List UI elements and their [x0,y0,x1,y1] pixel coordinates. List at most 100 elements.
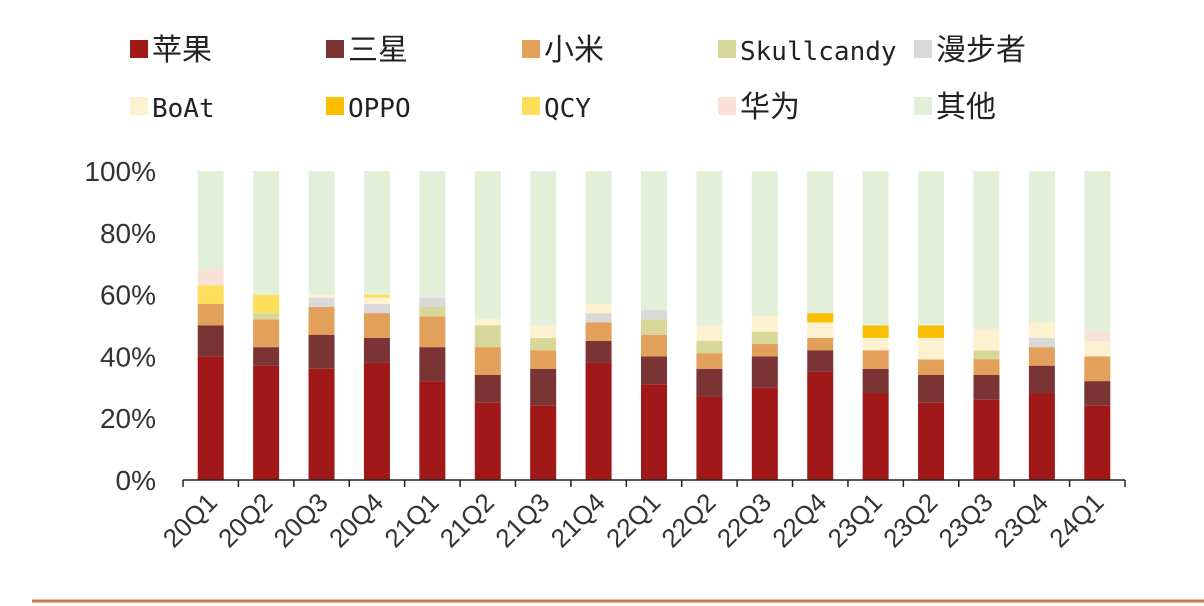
bar-其他-23q1 [862,171,889,326]
bar-oppo-22q4 [807,313,834,323]
bar-其他-24q1 [1084,171,1111,332]
bar-boat-24q1 [1084,340,1111,357]
bar-skullcandy-21q1 [419,306,446,317]
legend-label: OPPO [348,94,411,124]
bar-苹果-22q1 [641,384,667,480]
bar-stack-22q3 [751,171,778,480]
bar-boat-21q2 [474,319,501,326]
bar-三星-22q3 [751,356,778,388]
legend-swatch [130,40,148,58]
bar-小米-21q2 [474,347,501,375]
bar-boat-20q4 [363,297,390,304]
bar-漫步者-21q1 [419,297,446,307]
bar-其他-20q1 [197,171,224,270]
bar-boat-22q4 [807,322,834,338]
legend-swatch [718,97,736,115]
legend-item-漫步者: 漫步者 [914,33,1026,68]
bar-小米-23q3 [973,359,1000,375]
bar-苹果-23q3 [973,399,1000,480]
bar-苹果-20q4 [363,362,390,480]
bar-stack-24q1 [1084,171,1111,480]
bar-苹果-23q1 [862,393,889,480]
bar-stack-23q1 [862,171,889,480]
bar-stack-21q2 [474,171,501,480]
bar-stack-20q3 [308,171,335,480]
bar-三星-21q2 [474,374,501,403]
bar-qcy-20q1 [197,285,224,304]
x-tick-label: 23Q4 [988,487,1054,553]
legend-label: 三星 [348,33,408,68]
bar-其他-21q3 [530,171,557,326]
bar-小米-23q4 [1028,347,1055,366]
bar-小米-20q1 [197,303,224,326]
bar-三星-23q3 [973,374,1000,400]
bar-小米-24q1 [1084,356,1111,382]
bar-stack-21q1 [419,171,446,480]
bar-三星-20q4 [363,337,390,363]
bar-stack-23q4 [1028,171,1055,480]
bar-小米-21q4 [585,322,612,341]
legend-item-boat: BoAt [130,94,215,124]
x-tick-label: 23Q3 [933,487,999,553]
y-tick-label: 100% [84,156,156,187]
bar-boat-23q4 [1028,322,1055,338]
y-tick-label: 40% [100,341,156,372]
bar-三星-24q1 [1084,381,1111,406]
legend: 苹果 三星 小米 Skullcandy 漫步者 BoAt OPPO QCY 华为 其他 [130,33,1026,125]
legend-swatch [522,40,540,58]
bar-三星-23q4 [1028,365,1055,394]
bar-stack-22q2 [696,171,723,480]
bar-其他-21q4 [585,171,612,304]
bar-苹果-21q2 [474,402,501,480]
bar-苹果-22q2 [696,396,723,480]
bar-oppo-23q1 [862,325,889,338]
bar-小米-21q3 [530,350,557,369]
legend-label: BoAt [152,94,215,124]
bar-三星-20q3 [308,334,335,369]
bar-stack-23q2 [918,171,945,480]
bar-stack-23q3 [973,171,1000,480]
bar-stack-20q2 [253,171,280,480]
bar-skullcandy-22q3 [751,331,778,345]
bar-三星-20q2 [253,347,280,366]
bar-苹果-20q1 [197,356,224,480]
y-tick-label: 80% [100,218,156,249]
x-tick-label: 21Q1 [378,487,444,553]
bar-其他-23q3 [973,171,1000,329]
bar-skullcandy-22q2 [696,340,723,354]
bar-oppo-23q2 [918,325,945,338]
bar-stack-20q1 [197,171,224,480]
bar-漫步者-20q4 [363,303,390,314]
bar-华为-20q1 [197,269,224,286]
bar-小米-20q2 [253,319,280,348]
legend-swatch [914,40,932,58]
bar-三星-22q2 [696,368,723,397]
bar-苹果-23q2 [918,402,945,480]
legend-item-oppo: OPPO [326,94,411,124]
x-tick-label: 23Q1 [822,487,888,553]
bar-skullcandy-21q3 [530,337,557,351]
legend-swatch [718,40,736,58]
bar-小米-22q1 [641,334,667,357]
bar-华为-24q1 [1084,331,1111,341]
bar-苹果-20q3 [308,368,335,480]
bar-skullcandy-22q1 [641,319,667,335]
bar-漫步者-20q3 [308,297,335,307]
legend-label: 华为 [740,90,800,125]
bar-其他-20q2 [253,171,280,295]
bar-漫步者-21q4 [585,313,612,323]
x-tick-label: 21Q3 [489,487,555,553]
legend-item-其他: 其他 [914,90,996,125]
bar-三星-22q4 [807,350,834,372]
legend-item-skullcandy: Skullcandy [718,37,897,67]
bar-boat-22q2 [696,325,723,341]
x-tick-label: 20Q3 [268,487,334,553]
bar-其他-23q4 [1028,171,1055,323]
bar-skullcandy-20q2 [253,313,280,320]
legend-item-华为: 华为 [718,90,800,125]
bar-三星-22q1 [641,356,667,385]
legend-item-三星: 三星 [326,33,408,68]
bar-三星-21q3 [530,368,557,406]
y-tick-label: 0% [116,465,156,496]
